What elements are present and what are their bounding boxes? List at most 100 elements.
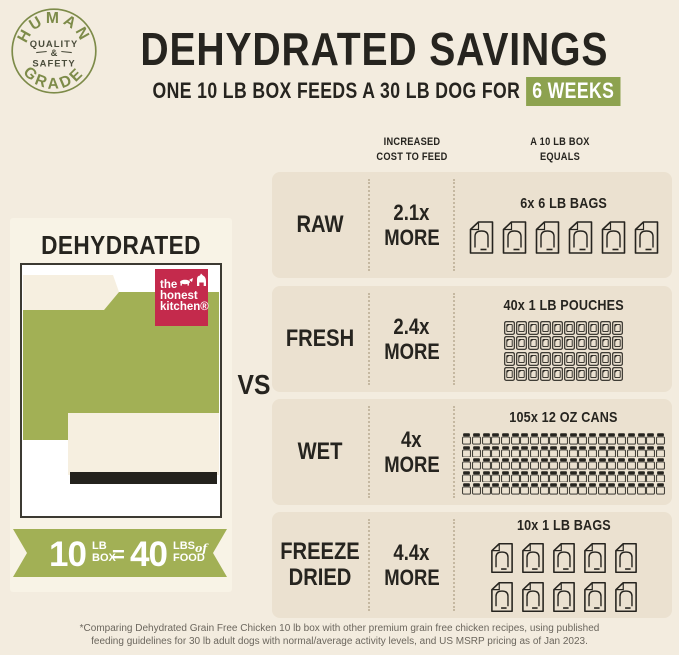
can-icon — [626, 446, 636, 458]
cost-multiplier: 2.1x MORE — [370, 172, 453, 278]
can-icon — [471, 471, 481, 483]
column-header-cost: INCREASED COST TO FEED — [362, 135, 463, 166]
can-icon — [462, 433, 471, 445]
can-icon — [520, 446, 530, 458]
can-icon — [559, 471, 568, 483]
can-icon — [617, 483, 626, 495]
bag-icon — [535, 220, 559, 254]
pouch-icon — [504, 336, 515, 351]
bag-icon — [502, 220, 526, 254]
pouch-icon — [564, 351, 575, 366]
can-icon — [656, 471, 665, 483]
can-icon — [656, 458, 665, 470]
bag-icon — [469, 220, 493, 254]
can-icon — [646, 471, 656, 483]
cost-multiplier: 2.4x MORE — [370, 286, 453, 392]
cost-multiplier: 4.4x MORE — [370, 512, 453, 618]
small-bag-icon — [490, 542, 513, 573]
equivalence-caption: 105x 12 OZ CANS — [509, 409, 618, 427]
small-bag-icon — [521, 581, 544, 612]
pouch-icon — [552, 367, 563, 382]
equivalence-cell: 6x 6 LB BAGS — [455, 172, 672, 278]
pouch-icon — [612, 320, 623, 335]
can-icon — [559, 433, 568, 445]
can-icon — [530, 483, 539, 495]
equivalence-cell: 10x 1 LB BAGS — [455, 512, 672, 618]
logo-line2: honest — [160, 290, 198, 302]
bag-icon — [634, 220, 658, 254]
pouch-icon — [576, 336, 587, 351]
can-icon — [607, 446, 617, 458]
can-icon — [646, 446, 656, 458]
can-icon — [501, 471, 510, 483]
can-icon — [568, 471, 578, 483]
bag-icon — [568, 220, 592, 254]
dotted-divider — [453, 406, 455, 498]
equivalence-caption: 40x 1 LB POUCHES — [503, 296, 624, 314]
multiplier-more-label: MORE — [383, 565, 440, 590]
pouch-icon — [540, 320, 551, 335]
ribbon-lbs: LBS — [173, 540, 195, 552]
pouch-icon — [612, 367, 623, 382]
can-icon — [656, 483, 665, 495]
can-icon — [520, 483, 530, 495]
can-icon — [568, 483, 578, 495]
pouch-icon — [612, 336, 623, 351]
pouch-icon — [564, 367, 575, 382]
can-icon — [491, 483, 501, 495]
multiplier-more-label: MORE — [383, 339, 440, 364]
can-icon — [481, 471, 491, 483]
dotted-divider — [368, 293, 370, 385]
ribbon-value-40: 40 — [130, 535, 167, 574]
can-icon — [481, 458, 491, 470]
can-icon — [549, 446, 559, 458]
pouch-icon — [600, 320, 611, 335]
equivalence-caption: 6x 6 LB BAGS — [520, 194, 607, 212]
pouch-icon — [576, 351, 587, 366]
dotted-divider — [453, 519, 455, 611]
small-bag-icon — [614, 581, 637, 612]
pouch-icon — [504, 367, 515, 382]
can-icon — [636, 458, 646, 470]
pouch-icon — [588, 320, 599, 335]
pouch-icon — [552, 336, 563, 351]
can-icon — [530, 471, 539, 483]
multiplier-value: 4x — [401, 426, 422, 452]
comparison-row-freeze-dried: FREEZE DRIED 4.4x MORE 10x 1 LB BAGS — [272, 512, 672, 618]
pouch-icon — [576, 320, 587, 335]
pouch-icon — [600, 336, 611, 351]
can-icon — [578, 458, 588, 470]
can-icon — [607, 433, 617, 445]
page-title: DEHYDRATED SAVINGS — [140, 23, 609, 75]
can-icon — [646, 433, 656, 445]
vs-label: VS — [237, 369, 271, 400]
pouch-icon — [588, 336, 599, 351]
equivalence-ribbon: 10 LB BOX = 40 LBS of FOOD — [13, 529, 227, 577]
can-icon — [520, 471, 530, 483]
pouch-icon — [504, 320, 515, 335]
can-icon — [636, 483, 646, 495]
can-icon — [510, 446, 520, 458]
comparison-row-fresh: FRESH 2.4x MORE 40x 1 LB POUCHES — [272, 286, 672, 392]
equivalence-cell: 105x 12 OZ CANS — [455, 399, 672, 505]
can-icon — [617, 458, 626, 470]
column-header-equals: A 10 LB BOX EQUALS — [505, 135, 614, 166]
equivalence-caption: 10x 1 LB BAGS — [516, 516, 611, 534]
can-icon — [539, 458, 549, 470]
pouch-icon — [504, 351, 515, 366]
pouch-icon — [516, 351, 527, 366]
can-icon — [578, 483, 588, 495]
can-icon — [491, 433, 501, 445]
can-icon — [578, 433, 588, 445]
column-header-equals-line1: A 10 LB BOX — [530, 136, 590, 148]
subtitle-text: ONE 10 LB BOX FEEDS A 30 LB DOG FOR — [152, 78, 521, 103]
small-bag-icon — [552, 581, 575, 612]
pouch-icon — [576, 367, 587, 382]
can-icon — [588, 483, 597, 495]
logo-line1: the — [160, 279, 177, 291]
pouch-icon — [552, 351, 563, 366]
can-icon — [530, 433, 539, 445]
can-icon — [617, 471, 626, 483]
can-icon — [549, 483, 559, 495]
pouch-icon — [528, 367, 539, 382]
